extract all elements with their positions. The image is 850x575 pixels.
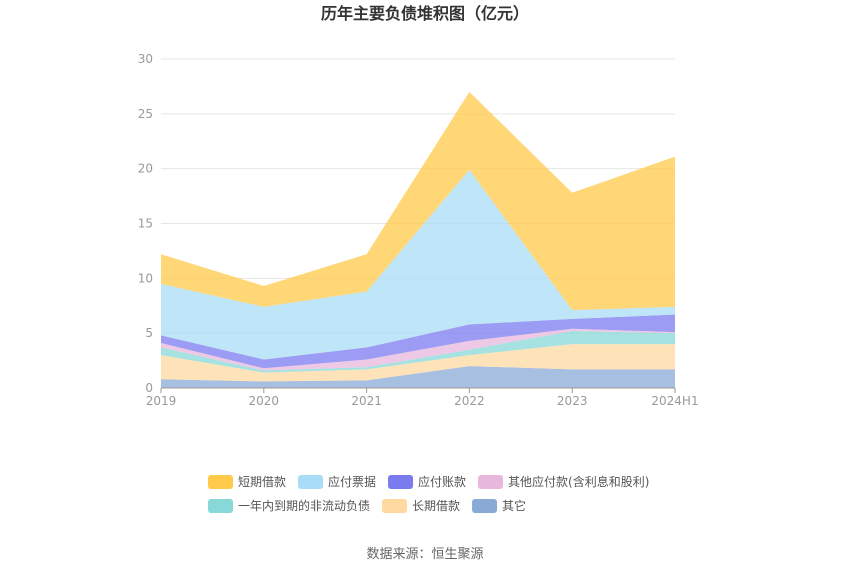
y-tick-label: 20	[138, 162, 153, 176]
chart-title: 历年主要负债堆积图（亿元）	[321, 4, 529, 23]
area-series-group	[161, 91, 675, 388]
legend-swatch	[478, 475, 504, 489]
x-tick-label: 2023	[557, 394, 588, 408]
legend-label: 一年内到期的非流动负债	[238, 498, 370, 513]
legend-label: 短期借款	[238, 475, 286, 489]
legend-swatch	[388, 475, 414, 489]
data-source: 数据来源：恒生聚源	[366, 547, 483, 562]
area-series-应付账款	[161, 314, 675, 369]
legend-swatch	[382, 499, 408, 513]
x-tick-label: 2022	[454, 394, 485, 408]
y-tick-label: 30	[138, 52, 153, 66]
legend-swatch	[298, 475, 324, 489]
legend-label: 其他应付款(含利息和股利)	[508, 474, 649, 489]
area-series-短期借款	[161, 91, 675, 311]
x-tick-label: 2019	[146, 394, 177, 408]
legend-swatch	[472, 499, 498, 513]
x-tick-label: 2024H1	[651, 394, 698, 408]
legend-label: 应付账款	[418, 474, 466, 489]
x-tick-label: 2021	[351, 394, 382, 408]
area-series-应付票据	[161, 169, 675, 360]
legend: 短期借款 应付票据 应付账款 其他应付款(含利息和股利) 一年内到期的非流动负债 长期借款…	[208, 474, 649, 513]
legend-swatch	[208, 499, 233, 513]
legend-label: 其它	[502, 498, 526, 513]
legend-swatch	[208, 475, 233, 489]
y-tick-label: 15	[138, 217, 153, 231]
legend-label: 应付票据	[328, 474, 376, 489]
y-tick-label: 25	[138, 107, 153, 121]
y-tick-label: 10	[138, 271, 153, 285]
x-tick-label: 2020	[249, 394, 280, 408]
y-tick-label: 5	[145, 326, 153, 340]
legend-label: 长期借款	[412, 499, 460, 513]
area-series-其它	[161, 366, 675, 388]
axes: 0 5 10 15 20 25 30 2019 2020 2021 2022 2023 2024H1	[138, 52, 699, 408]
area-series-长期借款	[161, 344, 675, 382]
area-series-一年内到期的非流动负债	[161, 330, 675, 373]
y-tick-label: 0	[145, 381, 153, 395]
